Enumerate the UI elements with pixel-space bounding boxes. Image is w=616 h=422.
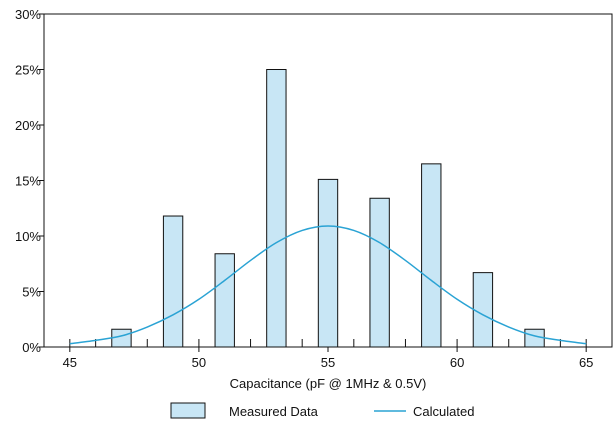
bar-measured	[472, 272, 494, 348]
legend-label-measured: Measured Data	[229, 404, 319, 419]
x-tick-label: 65	[579, 355, 593, 370]
bars	[111, 69, 545, 348]
bar-measured	[266, 69, 287, 348]
y-tick-label: 15%	[15, 174, 41, 189]
x-tick-label: 60	[450, 355, 464, 370]
x-tick-label: 45	[63, 355, 77, 370]
x-tick-label: 50	[192, 355, 206, 370]
y-axis: 0% 5% 10% 15% 20% 25% 30%	[15, 7, 44, 355]
legend: Measured Data Calculated	[170, 402, 474, 419]
y-tick-label: 10%	[15, 229, 41, 244]
bar-measured	[421, 163, 442, 348]
x-axis-title: Capacitance (pF @ 1MHz & 0.5V)	[230, 376, 427, 391]
x-tick-label: 55	[321, 355, 335, 370]
legend-label-calculated: Calculated	[413, 404, 474, 419]
y-tick-label: 5%	[22, 285, 41, 300]
y-tick-label: 0%	[22, 340, 41, 355]
calculated-curve-group	[69, 225, 587, 345]
bar-measured	[162, 215, 184, 348]
legend-swatch-measured	[170, 402, 206, 419]
bar-measured	[317, 178, 339, 348]
bar-measured	[214, 253, 235, 348]
y-tick-label: 20%	[15, 118, 41, 133]
bar-measured	[369, 197, 390, 348]
y-tick-label: 30%	[15, 7, 41, 22]
y-tick-label: 25%	[15, 63, 41, 78]
calculated-curve	[69, 225, 587, 345]
